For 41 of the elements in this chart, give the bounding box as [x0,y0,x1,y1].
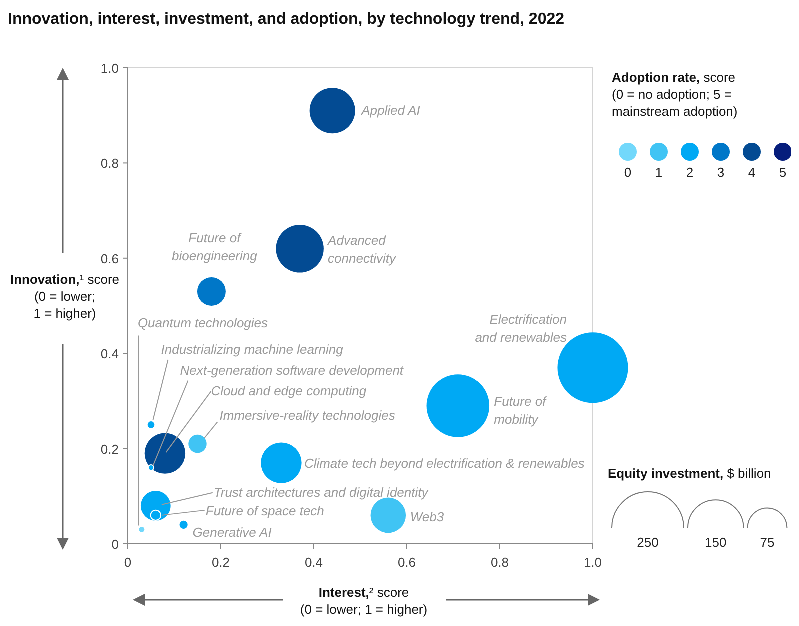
annotation: Generative AI [192,524,272,540]
legend-label: 75 [760,535,775,550]
text: Equity investment, $ billion [608,466,772,481]
y-tick-label: 0.4 [100,346,119,362]
x-tick-label: 1.0 [584,555,602,570]
legend-title: Adoption rate, score (0 = no adoption; 5 = mainstream adoption) [612,70,738,119]
x-tick-label: 0.8 [490,555,510,570]
legend-label: 3 [717,165,725,180]
annotation: Trust architectures and digital identity [214,484,430,500]
y-tick-label: 0 [112,537,119,552]
annotation: Web3 [410,509,445,524]
y-axis-title: Innovation,¹ score (0 = lower; 1 = higher) [10,272,120,321]
annotation: Cloud and edge computing [211,384,368,399]
annotation: Industrializing machine learning [161,342,344,357]
legend-label: 0 [624,165,632,180]
x-tick-label: 0.2 [212,555,230,570]
annotation: Future of bioengineering [172,230,258,264]
x-axis-title: Interest,² score (0 = lower; 1 = higher) [300,585,428,617]
annotation: Quantum technologies [138,316,269,331]
y-tick-label: 0.6 [100,251,119,266]
annotation: Electrification and renewables [475,312,568,345]
legend-label: 2 [686,165,694,180]
y-tick-label: 0.2 [100,442,119,457]
annotation: Advanced connectivity [327,232,398,266]
legend-label: 5 [779,165,787,180]
y-tick-label: 0.8 [100,156,119,172]
annotation: Immersive-reality technologies [220,408,396,424]
annotation: Future of mobility [494,394,548,427]
legend-label: 1 [655,165,663,180]
x-tick-label: 0.4 [304,555,324,570]
legend-label: 150 [705,535,727,550]
legend-label: 4 [748,165,756,180]
annotation: Next-generation software development [180,362,405,378]
x-tick-label: 0.6 [398,555,416,570]
chart-title: Innovation, interest, investment, and adoption, by technology trend, 2022 [8,11,565,28]
legend-label: 250 [637,535,659,550]
annotation: Applied AI [360,102,421,118]
annotation: Climate tech beyond electrification & renewables [304,456,586,472]
y-tick-label: 1.0 [100,61,119,76]
annotation: Future of space tech [206,503,324,518]
x-tick-label: 0 [124,555,132,570]
